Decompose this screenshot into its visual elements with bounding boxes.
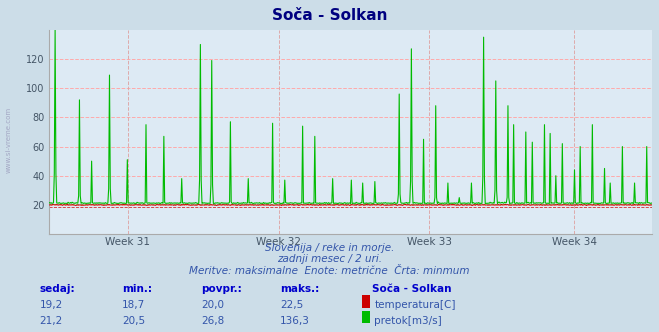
Text: pretok[m3/s]: pretok[m3/s] <box>374 316 442 326</box>
Text: 22,5: 22,5 <box>280 300 303 310</box>
Text: 26,8: 26,8 <box>201 316 224 326</box>
Text: Meritve: maksimalne  Enote: metrične  Črta: minmum: Meritve: maksimalne Enote: metrične Črta… <box>189 266 470 276</box>
Text: Soča - Solkan: Soča - Solkan <box>372 284 452 294</box>
Text: 21,2: 21,2 <box>40 316 63 326</box>
Text: temperatura[C]: temperatura[C] <box>374 300 456 310</box>
Text: 136,3: 136,3 <box>280 316 310 326</box>
Text: Slovenija / reke in morje.: Slovenija / reke in morje. <box>265 243 394 253</box>
Text: zadnji mesec / 2 uri.: zadnji mesec / 2 uri. <box>277 254 382 264</box>
Text: www.si-vreme.com: www.si-vreme.com <box>5 106 11 173</box>
Text: 18,7: 18,7 <box>122 300 145 310</box>
Text: Soča - Solkan: Soča - Solkan <box>272 8 387 23</box>
Text: 19,2: 19,2 <box>40 300 63 310</box>
Text: sedaj:: sedaj: <box>40 284 75 294</box>
Text: min.:: min.: <box>122 284 152 294</box>
Text: 20,5: 20,5 <box>122 316 145 326</box>
Text: 20,0: 20,0 <box>201 300 224 310</box>
Text: povpr.:: povpr.: <box>201 284 242 294</box>
Text: maks.:: maks.: <box>280 284 320 294</box>
